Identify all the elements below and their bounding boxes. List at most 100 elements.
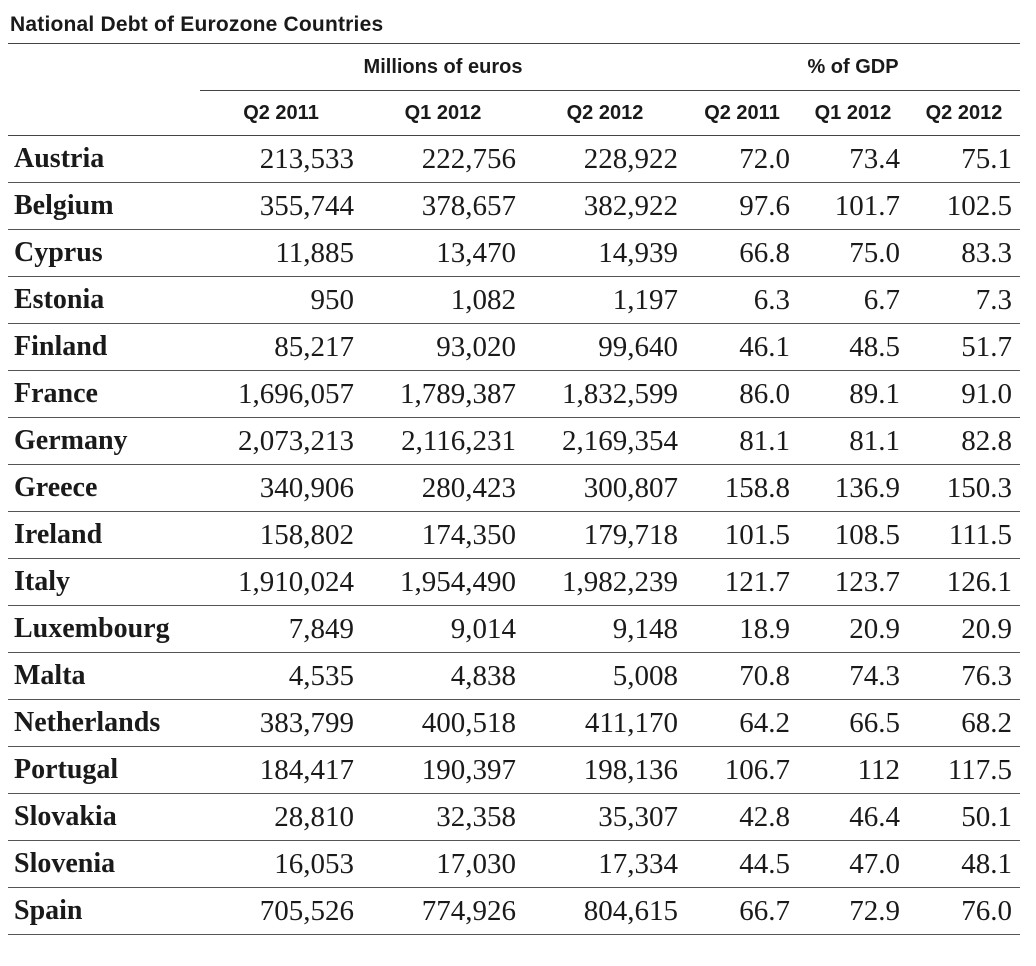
- period-header: Q2 2011: [686, 90, 798, 136]
- debt-gdp-cell: 64.2: [686, 699, 798, 747]
- debt-euros-cell: 2,169,354: [524, 417, 686, 465]
- debt-euros-cell: 4,838: [362, 652, 524, 700]
- debt-gdp-cell: 83.3: [908, 229, 1020, 277]
- debt-euros-cell: 99,640: [524, 323, 686, 371]
- debt-euros-cell: 9,014: [362, 605, 524, 653]
- debt-euros-cell: 355,744: [200, 182, 362, 230]
- debt-gdp-cell: 42.8: [686, 793, 798, 841]
- debt-euros-cell: 1,982,239: [524, 558, 686, 606]
- debt-euros-cell: 17,334: [524, 840, 686, 888]
- table-row: Germany 2,073,213 2,116,231 2,169,354 81.1 81…: [8, 417, 1020, 465]
- country-cell: Portugal: [8, 746, 200, 794]
- debt-gdp-cell: 18.9: [686, 605, 798, 653]
- debt-gdp-cell: 66.8: [686, 229, 798, 277]
- debt-gdp-cell: 91.0: [908, 370, 1020, 418]
- header-group-row: Millions of euros % of GDP: [8, 43, 1020, 91]
- debt-euros-cell: 383,799: [200, 699, 362, 747]
- debt-euros-cell: 198,136: [524, 746, 686, 794]
- debt-gdp-cell: 76.0: [908, 887, 1020, 935]
- debt-euros-cell: 14,939: [524, 229, 686, 277]
- country-cell: Malta: [8, 652, 200, 700]
- country-cell: Spain: [8, 887, 200, 935]
- debt-euros-cell: 174,350: [362, 511, 524, 559]
- period-header: Q2 2011: [200, 90, 362, 136]
- debt-euros-cell: 705,526: [200, 887, 362, 935]
- debt-euros-cell: 9,148: [524, 605, 686, 653]
- debt-gdp-cell: 82.8: [908, 417, 1020, 465]
- country-cell: Slovakia: [8, 793, 200, 841]
- debt-gdp-cell: 73.4: [798, 135, 908, 183]
- debt-euros-cell: 184,417: [200, 746, 362, 794]
- debt-euros-cell: 1,789,387: [362, 370, 524, 418]
- group-header-euros: Millions of euros: [200, 43, 686, 91]
- debt-euros-cell: 1,832,599: [524, 370, 686, 418]
- debt-table: Millions of euros % of GDP Q2 2011 Q1 20…: [8, 43, 1020, 935]
- debt-euros-cell: 28,810: [200, 793, 362, 841]
- table-row: Slovakia 28,810 32,358 35,307 42.8 46.4 50.1: [8, 793, 1020, 841]
- debt-gdp-cell: 81.1: [686, 417, 798, 465]
- debt-gdp-cell: 20.9: [908, 605, 1020, 653]
- debt-gdp-cell: 46.1: [686, 323, 798, 371]
- country-cell: Austria: [8, 135, 200, 183]
- debt-gdp-cell: 48.1: [908, 840, 1020, 888]
- table-row: Greece 340,906 280,423 300,807 158.8 136.9 150…: [8, 464, 1020, 512]
- table-row: Malta 4,535 4,838 5,008 70.8 74.3 76.3: [8, 652, 1020, 700]
- table-row: Ireland 158,802 174,350 179,718 101.5 108.5 11…: [8, 511, 1020, 559]
- debt-gdp-cell: 6.7: [798, 276, 908, 324]
- country-cell: Netherlands: [8, 699, 200, 747]
- debt-euros-cell: 213,533: [200, 135, 362, 183]
- debt-gdp-cell: 126.1: [908, 558, 1020, 606]
- debt-gdp-cell: 101.7: [798, 182, 908, 230]
- period-header: Q1 2012: [362, 90, 524, 136]
- debt-euros-cell: 300,807: [524, 464, 686, 512]
- debt-gdp-cell: 89.1: [798, 370, 908, 418]
- debt-gdp-cell: 48.5: [798, 323, 908, 371]
- debt-euros-cell: 774,926: [362, 887, 524, 935]
- table-row: Cyprus 11,885 13,470 14,939 66.8 75.0 83.3: [8, 229, 1020, 277]
- debt-euros-cell: 85,217: [200, 323, 362, 371]
- debt-gdp-cell: 47.0: [798, 840, 908, 888]
- debt-euros-cell: 222,756: [362, 135, 524, 183]
- table-row: Luxembourg 7,849 9,014 9,148 18.9 20.9 20.9: [8, 605, 1020, 653]
- group-header-gdp: % of GDP: [686, 43, 1020, 91]
- header-period-row: Q2 2011 Q1 2012 Q2 2012 Q2 2011 Q1 2012 …: [8, 90, 1020, 136]
- debt-gdp-cell: 76.3: [908, 652, 1020, 700]
- debt-gdp-cell: 44.5: [686, 840, 798, 888]
- debt-gdp-cell: 72.0: [686, 135, 798, 183]
- debt-euros-cell: 179,718: [524, 511, 686, 559]
- debt-gdp-cell: 75.1: [908, 135, 1020, 183]
- table-body: Austria 213,533 222,756 228,922 72.0 73.4 75.1…: [8, 135, 1020, 935]
- debt-gdp-cell: 121.7: [686, 558, 798, 606]
- table-row: Netherlands 383,799 400,518 411,170 64.2 66.5…: [8, 699, 1020, 747]
- debt-euros-cell: 158,802: [200, 511, 362, 559]
- debt-gdp-cell: 86.0: [686, 370, 798, 418]
- debt-euros-cell: 13,470: [362, 229, 524, 277]
- table-row: Spain 705,526 774,926 804,615 66.7 72.9 76.0: [8, 887, 1020, 935]
- debt-gdp-cell: 101.5: [686, 511, 798, 559]
- debt-gdp-cell: 111.5: [908, 511, 1020, 559]
- header-country-cell: [8, 90, 200, 136]
- debt-gdp-cell: 72.9: [798, 887, 908, 935]
- debt-table-container: National Debt of Eurozone Countries Mill…: [8, 12, 1020, 935]
- debt-euros-cell: 4,535: [200, 652, 362, 700]
- debt-gdp-cell: 123.7: [798, 558, 908, 606]
- debt-gdp-cell: 74.3: [798, 652, 908, 700]
- debt-euros-cell: 950: [200, 276, 362, 324]
- debt-gdp-cell: 50.1: [908, 793, 1020, 841]
- debt-euros-cell: 280,423: [362, 464, 524, 512]
- debt-euros-cell: 1,910,024: [200, 558, 362, 606]
- table-row: Italy 1,910,024 1,954,490 1,982,239 121.7 123…: [8, 558, 1020, 606]
- table-header: Millions of euros % of GDP Q2 2011 Q1 20…: [8, 43, 1020, 136]
- table-row: Belgium 355,744 378,657 382,922 97.6 101.7 102…: [8, 182, 1020, 230]
- debt-euros-cell: 2,116,231: [362, 417, 524, 465]
- debt-euros-cell: 11,885: [200, 229, 362, 277]
- country-cell: France: [8, 370, 200, 418]
- debt-gdp-cell: 66.7: [686, 887, 798, 935]
- debt-euros-cell: 411,170: [524, 699, 686, 747]
- debt-euros-cell: 1,197: [524, 276, 686, 324]
- debt-gdp-cell: 112: [798, 746, 908, 794]
- header-blank-cell: [8, 44, 200, 91]
- table-row: Austria 213,533 222,756 228,922 72.0 73.4 75.1: [8, 135, 1020, 183]
- country-cell: Belgium: [8, 182, 200, 230]
- country-cell: Slovenia: [8, 840, 200, 888]
